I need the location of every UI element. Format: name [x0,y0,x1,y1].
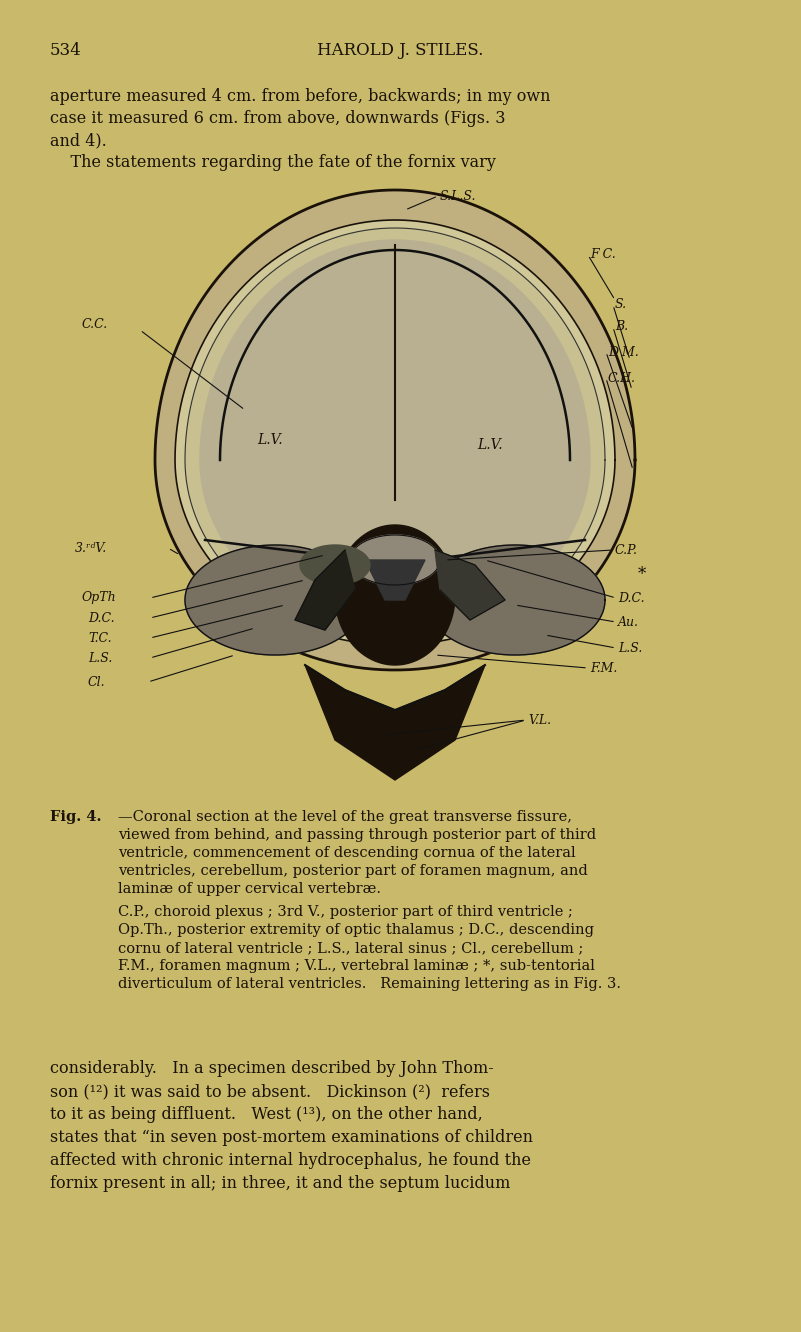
Polygon shape [155,190,635,670]
Polygon shape [185,545,365,655]
Text: T.C.: T.C. [88,631,111,645]
Text: Au.: Au. [618,615,639,629]
Polygon shape [185,228,605,639]
Text: Cl.: Cl. [88,675,106,689]
Polygon shape [335,525,455,665]
Text: C.H.: C.H. [608,372,636,385]
Polygon shape [435,550,505,619]
Text: cornu of lateral ventricle ; L.S., lateral sinus ; Cl., cerebellum ;: cornu of lateral ventricle ; L.S., later… [118,940,583,955]
Text: F.M.: F.M. [590,662,618,674]
Text: case it measured 6 cm. from above, downwards (Figs. 3: case it measured 6 cm. from above, downw… [50,111,505,127]
Text: F C.: F C. [590,249,616,261]
Text: F.M., foramen magnum ; V.L., vertebral laminæ ; *, sub-tentorial: F.M., foramen magnum ; V.L., vertebral l… [118,959,595,972]
Text: to it as being diffluent.   West (¹³), on the other hand,: to it as being diffluent. West (¹³), on … [50,1106,483,1123]
Text: L.S.: L.S. [88,651,112,665]
Text: V.L.: V.L. [528,714,551,726]
Text: ventricle, commencement of descending cornua of the lateral: ventricle, commencement of descending co… [118,846,576,860]
Text: D.C.: D.C. [88,611,115,625]
Polygon shape [425,545,605,655]
Text: fornix present in all; in three, it and the septum lucidum: fornix present in all; in three, it and … [50,1175,510,1192]
Polygon shape [305,665,485,781]
Text: son (¹²) it was said to be absent.   Dickinson (²)  refers: son (¹²) it was said to be absent. Dicki… [50,1083,490,1100]
Text: B.: B. [615,321,628,333]
Text: HAROLD J. STILES.: HAROLD J. STILES. [317,43,483,59]
Text: D.C.: D.C. [618,591,645,605]
Text: 3.ʳᵈV.: 3.ʳᵈV. [75,542,107,554]
Text: L.V.: L.V. [257,433,283,448]
Text: —Coronal section at the level of the great transverse fissure,: —Coronal section at the level of the gre… [118,810,572,825]
Polygon shape [350,535,440,585]
Polygon shape [175,220,615,645]
Text: *: * [638,566,646,583]
Text: S.: S. [615,298,627,312]
Polygon shape [295,550,355,630]
Text: aperture measured 4 cm. from before, backwards; in my own: aperture measured 4 cm. from before, bac… [50,88,550,105]
Text: and 4).: and 4). [50,132,107,149]
Text: C.P.: C.P. [615,543,638,557]
Text: ventricles, cerebellum, posterior part of foramen magnum, and: ventricles, cerebellum, posterior part o… [118,864,588,878]
Text: C.P., choroid plexus ; 3rd V., posterior part of third ventricle ;: C.P., choroid plexus ; 3rd V., posterior… [118,904,573,919]
Text: L.S.: L.S. [618,642,642,654]
Polygon shape [200,240,590,630]
Polygon shape [300,545,370,585]
Polygon shape [365,559,425,599]
Text: The statements regarding the fate of the fornix vary: The statements regarding the fate of the… [50,155,496,170]
Text: viewed from behind, and passing through posterior part of third: viewed from behind, and passing through … [118,829,596,842]
Text: diverticulum of lateral ventricles.   Remaining lettering as in Fig. 3.: diverticulum of lateral ventricles. Rema… [118,976,621,991]
Text: L.V.: L.V. [477,438,503,452]
Text: affected with chronic internal hydrocephalus, he found the: affected with chronic internal hydroceph… [50,1152,531,1169]
Text: 534: 534 [50,43,82,59]
Text: states that “in seven post-mortem examinations of children: states that “in seven post-mortem examin… [50,1130,533,1146]
Text: OpTh: OpTh [82,591,117,605]
Text: C.C.: C.C. [82,318,108,332]
Text: S.L.S.: S.L.S. [440,189,477,202]
Text: laminæ of upper cervical vertebræ.: laminæ of upper cervical vertebræ. [118,882,381,896]
Text: Fig. 4.: Fig. 4. [50,810,102,825]
Text: considerably.   In a specimen described by John Thom-: considerably. In a specimen described by… [50,1060,493,1078]
Text: Op.Th., posterior extremity of optic thalamus ; D.C., descending: Op.Th., posterior extremity of optic tha… [118,923,594,936]
Text: D M.: D M. [608,345,638,358]
